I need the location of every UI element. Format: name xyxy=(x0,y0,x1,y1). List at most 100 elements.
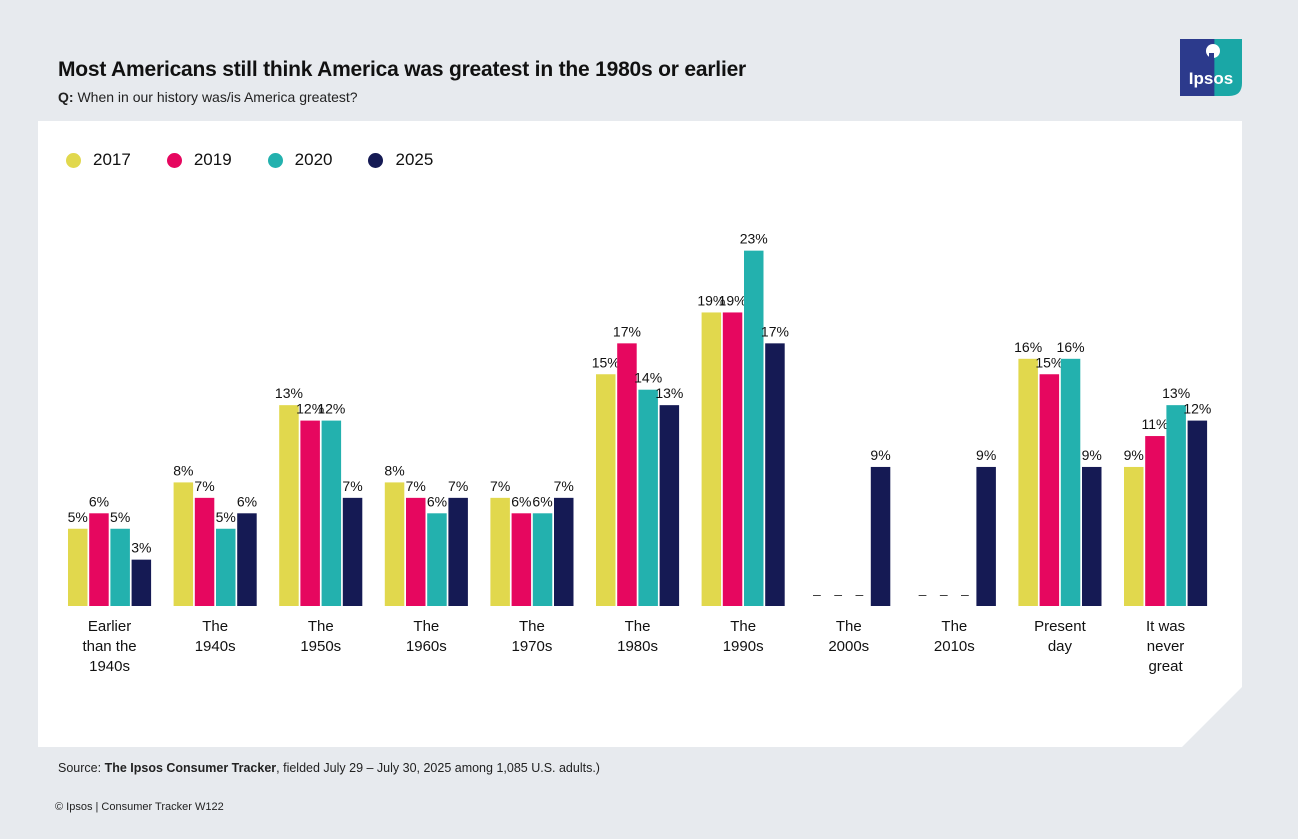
bar-2017-the-1960s xyxy=(384,482,405,606)
data-label-2025-earlier-than-the-1940s: 3% xyxy=(131,540,151,556)
logo-text: Ipsos xyxy=(1189,69,1233,88)
source-name: The Ipsos Consumer Tracker xyxy=(104,761,277,775)
bar-2019-present-day xyxy=(1039,374,1060,606)
missing-value-2020-the-2010s: – xyxy=(961,586,969,602)
category-label-the-2010s: The 2010s xyxy=(934,618,975,655)
legend-swatch-2019 xyxy=(166,152,182,168)
bar-2020-the-1950s xyxy=(321,420,342,606)
question-text: When in our history was/is America great… xyxy=(77,89,358,105)
data-label-2017-the-1970s: 7% xyxy=(490,478,510,494)
bar-2017-present-day xyxy=(1018,358,1038,606)
category-label-the-1960s: The 1960s xyxy=(406,618,447,655)
data-label-2017-it-was-never-great: 9% xyxy=(1124,447,1144,463)
category-label-it-was-never-great: It was never great xyxy=(1146,618,1185,675)
data-label-2019-the-1960s: 7% xyxy=(406,478,426,494)
ipsos-logo: Ipsos xyxy=(1180,39,1242,96)
legend-item-2025: 2025 xyxy=(368,150,433,170)
bar-2017-the-1940s xyxy=(173,482,194,606)
bar-2019-earlier-than-the-1940s xyxy=(89,513,109,606)
data-label-2025-the-1990s: 17% xyxy=(761,323,789,339)
data-label-2020-the-1950s: 12% xyxy=(317,401,345,417)
category-label-earlier-than-the-1940s: Earlier than the 1940s xyxy=(82,618,136,675)
data-label-2017-the-1980s: 15% xyxy=(592,354,620,370)
data-label-2025-the-2000s: 9% xyxy=(870,447,890,463)
data-label-2020-the-1960s: 6% xyxy=(427,493,447,509)
legend-swatch-2025 xyxy=(368,152,384,168)
category-label-the-2000s: The 2000s xyxy=(828,618,869,655)
data-label-2017-the-1960s: 8% xyxy=(384,462,404,478)
bar-2025-the-1980s xyxy=(659,405,680,606)
data-label-2017-the-1990s: 19% xyxy=(697,292,725,308)
bar-2025-the-1940s xyxy=(237,513,257,606)
legend-label-2020: 2020 xyxy=(294,150,333,169)
data-label-2020-present-day: 16% xyxy=(1057,339,1085,355)
bar-2017-the-1970s xyxy=(490,497,510,606)
chart-title: Most Americans still think America was g… xyxy=(58,58,747,81)
legend-item-2019: 2019 xyxy=(166,150,232,170)
data-label-2017-present-day: 16% xyxy=(1014,339,1042,355)
bar-2020-present-day xyxy=(1060,358,1081,606)
bar-2025-the-1990s xyxy=(765,343,785,606)
bar-2020-the-1980s xyxy=(638,389,658,606)
data-label-2020-the-1970s: 6% xyxy=(532,493,552,509)
data-label-2017-the-1940s: 8% xyxy=(173,462,193,478)
data-label-2019-the-1990s: 19% xyxy=(719,292,747,308)
missing-value-2017-the-2010s: – xyxy=(919,586,927,602)
legend-item-2017: 2017 xyxy=(66,150,131,170)
bar-2019-the-1960s xyxy=(406,497,426,606)
question-prefix: Q: xyxy=(58,89,74,105)
data-label-2025-present-day: 9% xyxy=(1082,447,1102,463)
legend-swatch-2020 xyxy=(267,152,283,168)
data-label-2025-the-1980s: 13% xyxy=(655,385,683,401)
bar-2019-it-was-never-great xyxy=(1145,436,1165,606)
bar-2020-the-1970s xyxy=(532,513,553,606)
category-label-the-1980s: The 1980s xyxy=(617,618,658,655)
legend-label-2019: 2019 xyxy=(193,150,232,169)
data-label-2019-it-was-never-great: 11% xyxy=(1141,416,1168,432)
data-label-2025-the-1960s: 7% xyxy=(448,478,468,494)
bar-2020-it-was-never-great xyxy=(1166,405,1186,606)
data-label-2020-the-1980s: 14% xyxy=(634,370,662,386)
chart-legend: 2017 2019 2020 2025 xyxy=(66,150,469,170)
data-label-2020-the-1990s: 23% xyxy=(740,231,768,247)
source-note: Source: The Ipsos Consumer Tracker, fiel… xyxy=(58,761,600,775)
bar-2025-earlier-than-the-1940s xyxy=(131,559,152,606)
category-label-present-day: Present day xyxy=(1034,618,1087,655)
data-label-2019-the-1980s: 17% xyxy=(613,323,641,339)
bar-2019-the-1970s xyxy=(511,513,532,606)
missing-value-2019-the-2000s: – xyxy=(834,586,842,602)
category-label-the-1940s: The 1940s xyxy=(195,618,236,655)
bar-2020-earlier-than-the-1940s xyxy=(110,528,130,606)
bar-2017-the-1980s xyxy=(596,374,616,606)
data-label-2019-earlier-than-the-1940s: 6% xyxy=(89,493,109,509)
legend-label-2025: 2025 xyxy=(395,150,434,169)
data-label-2017-the-1950s: 13% xyxy=(275,385,303,401)
data-label-2025-the-1950s: 7% xyxy=(342,478,362,494)
bar-2017-earlier-than-the-1940s xyxy=(68,528,88,606)
category-label-the-1950s: The 1950s xyxy=(300,618,341,655)
data-label-2025-the-2010s: 9% xyxy=(976,447,996,463)
category-label-the-1970s: The 1970s xyxy=(512,618,553,655)
bar-2019-the-1940s xyxy=(194,497,215,606)
legend-item-2020: 2020 xyxy=(267,150,333,170)
missing-value-2019-the-2010s: – xyxy=(940,586,948,602)
category-label-the-1990s: The 1990s xyxy=(723,618,764,655)
legend-label-2017: 2017 xyxy=(93,150,131,169)
data-label-2020-it-was-never-great: 13% xyxy=(1162,385,1190,401)
bar-2019-the-1950s xyxy=(300,420,320,606)
source-prefix: Source: xyxy=(58,761,105,775)
source-details: , fielded July 29 – July 30, 2025 among … xyxy=(276,761,600,775)
bar-2020-the-1960s xyxy=(427,513,447,606)
data-label-2020-the-1940s: 5% xyxy=(216,509,236,525)
bar-2017-the-1990s xyxy=(701,312,722,606)
data-label-2025-the-1940s: 6% xyxy=(237,493,257,509)
bar-2017-it-was-never-great xyxy=(1124,466,1144,606)
missing-value-2020-the-2000s: – xyxy=(855,586,863,602)
bar-2019-the-1980s xyxy=(617,343,637,606)
bar-2025-present-day xyxy=(1082,466,1102,606)
bar-2025-the-1960s xyxy=(448,497,468,606)
data-label-2019-the-1950s: 12% xyxy=(296,401,324,417)
bar-2025-the-1970s xyxy=(554,497,574,606)
data-label-2025-the-1970s: 7% xyxy=(554,478,574,494)
